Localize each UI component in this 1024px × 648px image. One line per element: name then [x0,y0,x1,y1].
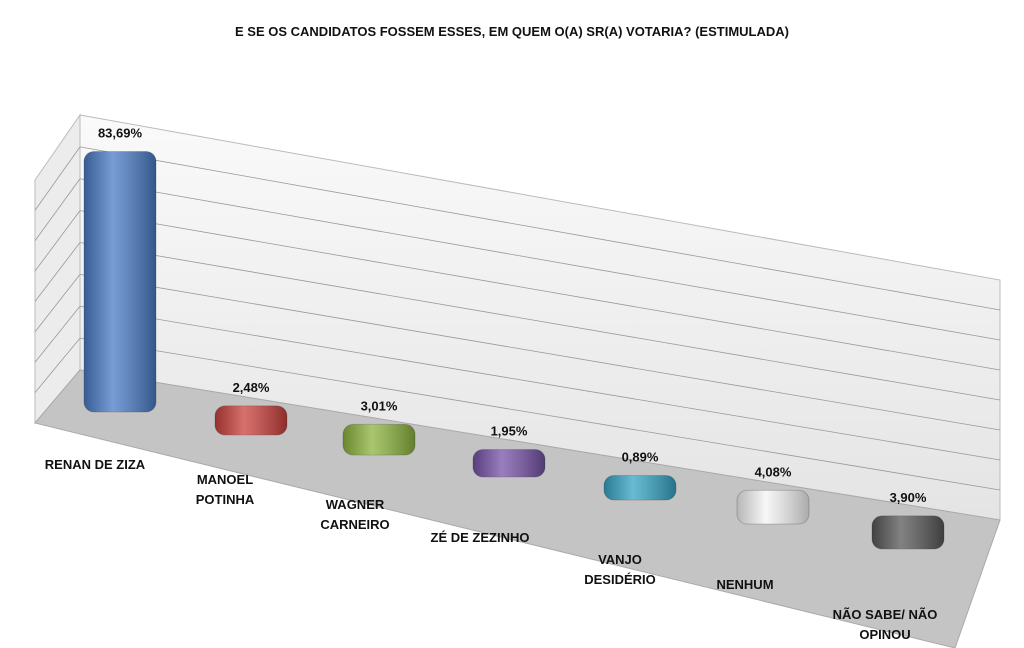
bar [603,474,677,501]
category-label: VANJO DESIDÉRIO [584,552,656,587]
wall-line [79,242,1001,401]
value-label: 3,01% [361,398,398,413]
bar [871,515,945,550]
value-label: 0,89% [622,449,659,464]
bar [83,150,157,413]
wall-line [79,178,1001,341]
wall-line [34,242,81,302]
category-label: MANOEL POTINHA [195,472,255,507]
bar [736,489,810,525]
value-label: 3,90% [890,490,927,505]
wall-line [79,337,1001,491]
bar [342,423,416,456]
bar [472,448,546,478]
chart-title: E SE OS CANDIDATOS FOSSEM ESSES, EM QUEM… [235,24,789,39]
value-label: 83,69% [98,125,143,140]
wall-line [34,274,81,333]
left-wall [34,113,81,425]
wall-line [79,305,1001,461]
category-label: NÃO SABE/ NÃO OPINOU [832,607,938,642]
category-label: RENAN DE ZIZA [44,457,146,472]
category-label: NENHUM [716,577,774,592]
bar [214,405,288,436]
wall-line [34,146,81,211]
wall-line [34,178,81,241]
wall-line [79,273,1001,431]
value-label: 1,95% [491,423,528,438]
category-label: ZÉ DE ZEZINHO [430,530,530,545]
value-label: 4,08% [755,464,792,479]
wall-lines [34,146,1001,491]
wall-line [34,337,81,393]
wall-line [79,146,1001,311]
category-label: WAGNER CARNEIRO [320,497,390,532]
value-label: 2,48% [233,380,270,395]
wall-line [34,305,81,363]
wall-line [79,210,1001,371]
floor [34,369,1001,648]
wall-line [34,210,81,272]
